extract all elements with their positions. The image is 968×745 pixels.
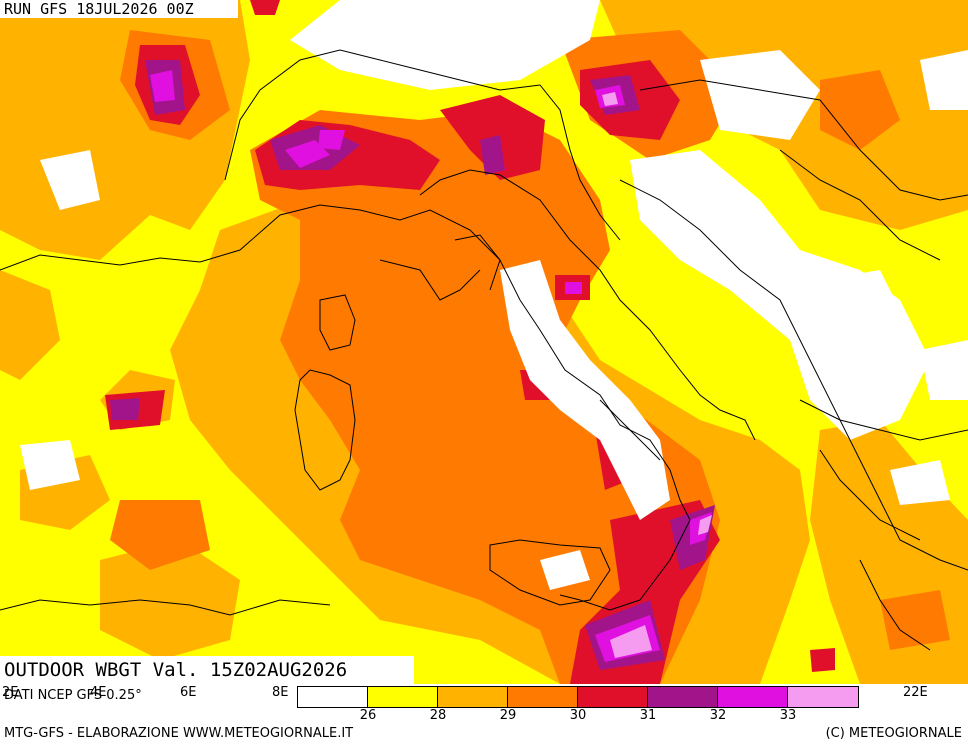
map-canvas [0,0,968,684]
legend-tick: 31 [639,708,657,723]
borders [0,49,968,651]
legend-tick: 26 [359,708,377,723]
longitude-label: 4E [90,685,107,700]
color-legend [297,686,859,708]
legend-swatch [508,687,578,707]
map-title: OUTDOOR WBGT Val. 15Z02AUG2026 [0,656,414,684]
longitude-label: 6E [180,685,197,700]
legend-tick: 28 [429,708,447,723]
data-source-label: DATI NCEP GFS 0.25° [4,688,142,703]
legend-swatch [648,687,718,707]
longitude-label: 8E [272,685,289,700]
legend-swatch [788,687,858,707]
wbgt-map [0,0,968,684]
legend-swatch [368,687,438,707]
legend-swatch [578,687,648,707]
legend-swatch [438,687,508,707]
credit-right: (C) METEOGIORNALE [825,726,962,741]
legend-tick: 33 [779,708,797,723]
longitude-label: 22E [903,685,928,700]
field-level-top [602,92,712,658]
legend-swatch [298,687,368,707]
legend-swatch [718,687,788,707]
bottom-panel: 2E 4E 6E 8E 22E DATI NCEP GFS 0.25° 26 2… [0,684,968,745]
credit-left: MTG-GFS - ELABORAZIONE WWW.METEOGIORNALE… [4,726,354,741]
legend-tick: 30 [569,708,587,723]
longitude-label: 2E [2,685,19,700]
legend-tick: 32 [709,708,727,723]
field-level-low [20,0,968,590]
run-label: RUN GFS 18JUL2026 00Z [0,0,238,18]
legend-tick: 29 [499,708,517,723]
